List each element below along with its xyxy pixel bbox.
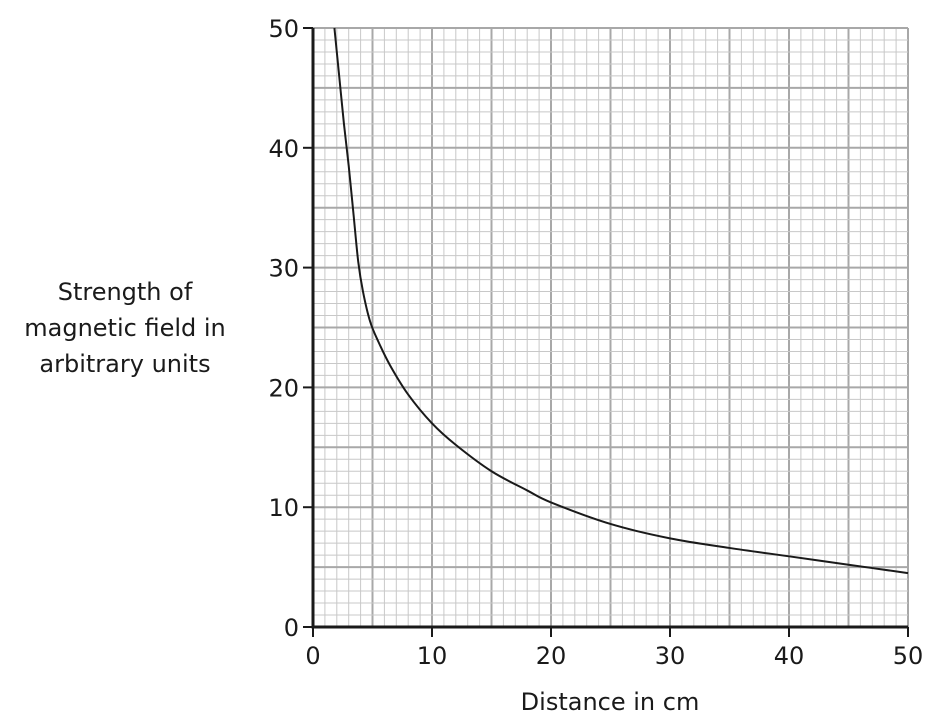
x-tick-label: 0 [305,642,320,670]
y-axis-title-line-1: Strength of [58,278,193,306]
grid [312,27,909,628]
y-axis-title-line-2: magnetic field in [24,314,226,342]
y-tick-label: 40 [268,135,299,163]
series-layer [333,27,909,575]
y-tick-label: 50 [268,15,299,43]
x-axis-title: Distance in cm [521,688,700,716]
y-axis-title-line-3: arbitrary units [39,350,210,378]
axes [303,27,909,637]
y-tick-label: 0 [284,614,299,642]
x-tick-label: 30 [655,642,686,670]
x-tick-label: 10 [417,642,448,670]
x-tick-label: 20 [536,642,567,670]
y-tick-label: 20 [268,374,299,402]
x-tick-label: 50 [893,642,924,670]
y-tick-label: 30 [268,255,299,283]
x-tick-label: 40 [774,642,805,670]
y-tick-label: 10 [268,494,299,522]
series-line-0 [333,27,909,575]
tick-labels: 0 10 20 30 40 50 0 10 20 30 40 50 [268,15,923,670]
